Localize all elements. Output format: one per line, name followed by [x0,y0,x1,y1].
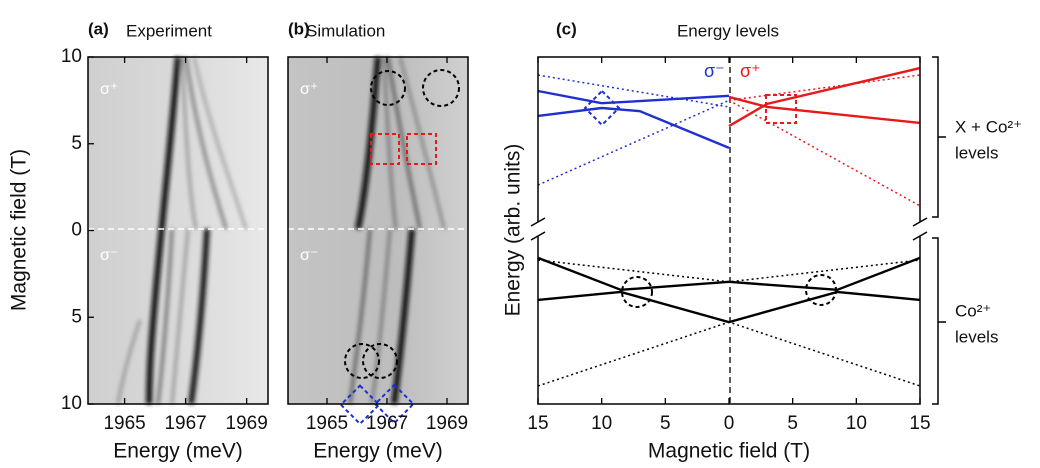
x-tick-label: 5 [787,413,798,434]
group-label: X + Co²⁺ [955,117,1022,136]
annotation: σ⁺ [300,81,318,98]
x-axis-label: Energy (meV) [113,440,243,463]
x-axis-label: Energy (meV) [313,440,443,463]
x-tick-label: 1969 [226,413,268,434]
panel-label: (a) [88,19,109,38]
series-line [537,106,730,150]
annotation: σ⁻ [100,247,118,264]
series-line [537,321,921,387]
group-label: levels [955,143,998,162]
panel-label: (b) [288,19,310,38]
panel-b-image [288,56,468,426]
x-tick-label: 1967 [366,413,408,434]
x-tick-label: 5 [660,413,671,434]
group-label: levels [955,327,998,346]
x-tick-label: 10 [591,413,612,434]
panel-title: Simulation [306,21,385,40]
frame [287,56,469,405]
annotation: σ⁺ [740,61,761,81]
x-tick-label: 1969 [426,413,468,434]
series-line [537,290,921,324]
series-line [537,74,730,108]
series-line [728,95,921,125]
series-line [728,74,921,102]
x-tick-label: 10 [846,413,867,434]
x-tick-label: 15 [527,413,548,434]
x-tick-label: 1965 [306,413,348,434]
panel-a-image [88,56,268,405]
y-tick-label: 0 [71,220,82,241]
axis-break [530,217,928,241]
x-axis-label: Magnetic field (T) [648,440,810,463]
x-tick-label: 15 [909,413,930,434]
frame [537,56,921,405]
panel-title: Experiment [126,21,212,40]
x-tick-label: 0 [724,413,735,434]
y-tick-label: 5 [71,306,82,327]
panel-title: Energy levels [677,21,779,40]
series-line [537,89,730,105]
frame [87,56,269,405]
annotation: σ⁻ [300,247,318,264]
y-axis-label: Magnetic field (T) [8,149,31,311]
annotation: σ⁺ [100,81,118,98]
y-axis-label: Energy (arb. units) [502,144,525,317]
group-label: Co²⁺ [955,301,991,320]
x-tick-label: 1967 [164,413,206,434]
series-line [537,259,921,283]
y-tick-label: 10 [61,46,82,67]
x-tick-label: 1965 [103,413,145,434]
y-tick-label: 10 [61,393,82,414]
y-tick-label: 5 [71,133,82,154]
series-line [537,256,921,292]
annotation: σ⁻ [704,61,725,81]
panel-label: (c) [556,19,577,38]
series-line [728,99,921,207]
series-line [728,66,921,128]
